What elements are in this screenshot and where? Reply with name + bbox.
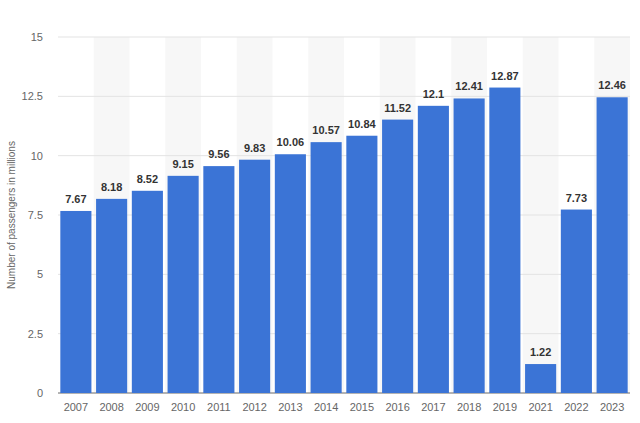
- y-tick-label: 7.5: [28, 209, 43, 221]
- bars: [60, 88, 627, 393]
- band: [451, 37, 487, 393]
- band: [165, 37, 201, 393]
- bar: [346, 136, 377, 393]
- band: [94, 37, 130, 393]
- bar: [597, 97, 628, 393]
- chart-root: 0 2.5 5 7.5 10 12.5 15 Number of passengers in …: [0, 0, 640, 423]
- bar: [168, 176, 199, 393]
- y-tick-label: 2.5: [28, 328, 43, 340]
- x-tick-label: 2023: [600, 401, 624, 413]
- data-label: 8.52: [137, 173, 158, 185]
- data-label: 9.56: [208, 148, 229, 160]
- data-label: 7.73: [566, 192, 587, 204]
- data-label: 10.57: [312, 124, 340, 136]
- data-label: 8.18: [101, 181, 122, 193]
- data-label: 11.52: [384, 102, 411, 114]
- x-tick-label: 2007: [64, 401, 88, 413]
- data-label: 10.06: [277, 136, 305, 148]
- bar: [203, 166, 234, 393]
- bar: [132, 191, 163, 393]
- bar: [60, 211, 91, 393]
- y-tick-label: 12.5: [22, 90, 43, 102]
- x-tick-label: 2011: [207, 401, 231, 413]
- bar: [275, 154, 306, 393]
- data-label: 12.87: [491, 70, 519, 82]
- data-label: 9.15: [172, 158, 193, 170]
- band: [308, 37, 344, 393]
- data-label: 7.67: [65, 193, 86, 205]
- x-tick-label: 2021: [528, 401, 552, 413]
- data-label: 10.84: [348, 118, 376, 130]
- y-tick-label: 15: [31, 31, 43, 43]
- bar: [489, 88, 520, 393]
- x-tick-label: 2014: [314, 401, 338, 413]
- y-tick-label: 0: [37, 387, 43, 399]
- bar: [382, 120, 413, 393]
- x-tick-label: 2017: [421, 401, 445, 413]
- x-tick-label: 2019: [493, 401, 517, 413]
- data-label: 12.1: [423, 88, 444, 100]
- grid-line: [58, 155, 630, 156]
- bar: [561, 210, 592, 393]
- band: [594, 37, 630, 393]
- bar: [311, 142, 342, 393]
- band: [237, 37, 273, 393]
- x-tick-label: 2010: [171, 401, 195, 413]
- chart: 0 2.5 5 7.5 10 12.5 15 Number of passengers in …: [0, 0, 640, 423]
- grid-line: [58, 96, 630, 97]
- data-label: 9.83: [244, 142, 265, 154]
- y-axis-label: Number of passengers in millions: [6, 141, 17, 289]
- x-tick-label: 2015: [350, 401, 374, 413]
- band: [380, 37, 416, 393]
- x-tick-label: 2012: [242, 401, 266, 413]
- data-label: 12.46: [598, 79, 626, 91]
- data-label: 1.22: [530, 346, 551, 358]
- x-tick-label: 2022: [564, 401, 588, 413]
- y-tick-label: 10: [31, 150, 43, 162]
- x-tick-label: 2018: [457, 401, 481, 413]
- x-tick-label: 2009: [135, 401, 159, 413]
- bar: [454, 98, 485, 393]
- grid-line: [58, 37, 630, 38]
- bar: [525, 364, 556, 393]
- y-tick-label: 5: [37, 268, 43, 280]
- bar: [239, 160, 270, 393]
- x-tick-label: 2016: [385, 401, 409, 413]
- x-tick-label: 2008: [99, 401, 123, 413]
- x-tick-label: 2013: [278, 401, 302, 413]
- bar: [418, 106, 449, 393]
- bar: [96, 199, 127, 393]
- data-label: 12.41: [455, 80, 483, 92]
